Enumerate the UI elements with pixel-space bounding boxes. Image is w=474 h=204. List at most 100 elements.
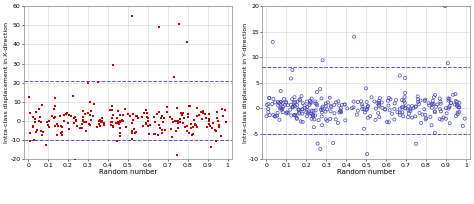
Point (197, 111, 205, 114)
Point (139, 124, 146, 128)
Point (296, 112, 303, 115)
Point (308, 109, 315, 112)
Point (296, 99, 304, 102)
Point (186, 105, 194, 108)
Point (274, 104, 282, 107)
Point (70, 121, 78, 124)
Point (86, 101, 94, 104)
Point (79, 109, 87, 112)
Point (32, 111, 40, 114)
Point (274, 111, 282, 114)
Point (176, 117, 183, 120)
Point (129, 119, 137, 122)
Point (71, 116, 78, 119)
Point (46, 120, 53, 123)
Point (151, 120, 158, 123)
Point (128, 131, 136, 135)
Point (401, 76, 409, 80)
Point (143, 111, 151, 114)
Point (338, 103, 346, 106)
Point (221, 108, 229, 111)
Point (313, 172, 320, 175)
Point (61, 119, 68, 123)
Point (431, 110, 438, 113)
Point (308, 112, 315, 115)
Point (176, 120, 184, 124)
Point (375, 103, 383, 106)
Point (378, 101, 385, 104)
Point (436, 118, 444, 121)
Point (89, 114, 97, 117)
Point (319, 109, 327, 112)
Point (326, 96, 334, 99)
Point (337, 109, 344, 112)
Point (73, 124, 81, 128)
Point (288, 98, 296, 101)
Point (222, 120, 230, 123)
Point (172, 129, 180, 133)
Point (69, 95, 77, 98)
Point (350, 106, 357, 109)
Point (453, 104, 461, 108)
Point (140, 111, 148, 115)
Point (82, 120, 90, 123)
Point (295, 109, 303, 112)
Point (51, 96, 59, 100)
Point (437, 110, 445, 113)
Point (279, 111, 287, 114)
Point (299, 108, 306, 111)
Point (93, 125, 100, 129)
Point (116, 120, 123, 124)
Point (293, 116, 301, 119)
Point (188, 133, 196, 136)
Point (322, 102, 329, 105)
Point (159, 120, 166, 123)
Point (155, 110, 163, 114)
Point (76, 126, 83, 130)
Point (30, 138, 38, 142)
Point (329, 141, 337, 145)
Point (73, 119, 80, 123)
Point (81, 120, 88, 124)
Point (312, 109, 319, 112)
Point (298, 94, 305, 98)
Point (158, 114, 166, 118)
Point (434, 103, 441, 106)
Point (129, 113, 137, 116)
Point (206, 124, 213, 127)
Point (29, 125, 36, 128)
Point (388, 112, 396, 115)
Point (400, 115, 407, 118)
Point (453, 100, 461, 103)
Point (134, 114, 141, 118)
Point (310, 118, 318, 121)
Point (334, 121, 342, 125)
Point (174, 119, 182, 122)
Point (109, 124, 117, 128)
Point (48, 115, 56, 118)
Point (195, 114, 203, 117)
Point (292, 105, 299, 108)
Point (396, 107, 404, 110)
Point (363, 107, 371, 111)
Point (116, 122, 123, 126)
Point (118, 119, 125, 122)
Point (201, 113, 209, 116)
Point (374, 111, 382, 115)
Point (344, 107, 351, 110)
Point (376, 96, 383, 100)
Point (306, 112, 313, 115)
Point (319, 59, 327, 62)
Point (65, 113, 73, 117)
Point (270, 97, 277, 101)
Point (323, 108, 331, 111)
Point (199, 109, 207, 112)
Point (144, 116, 152, 120)
Point (456, 105, 463, 109)
Point (442, 106, 450, 110)
Point (121, 107, 129, 111)
Point (54, 124, 62, 128)
Point (45, 126, 53, 129)
Point (25, 95, 33, 99)
Point (428, 102, 436, 105)
